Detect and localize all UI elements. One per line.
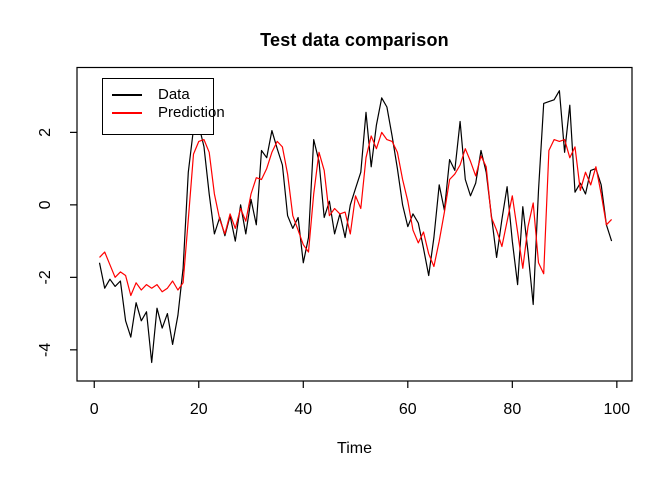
- chart-title: Test data comparison: [260, 30, 449, 50]
- x-axis-tick-label: 60: [399, 401, 417, 418]
- legend-line-sample-prediction: [112, 112, 142, 114]
- plot-border: [76, 66, 633, 382]
- x-axis-tick-label: 20: [190, 401, 208, 418]
- y-axis-tick-label: -2: [37, 270, 54, 284]
- x-axis-tick-label: 40: [294, 401, 312, 418]
- legend-label-prediction: Prediction: [158, 104, 225, 121]
- y-axis-tick-label: -4: [37, 343, 54, 357]
- legend-line-sample-data: [112, 94, 142, 96]
- x-axis-tick-label: 100: [603, 401, 630, 418]
- legend-entry-prediction: Prediction: [112, 105, 225, 121]
- y-axis-tick-label: 0: [37, 200, 54, 209]
- x-axis-tick-label: 0: [90, 401, 99, 418]
- legend-box: Data Prediction: [102, 78, 225, 135]
- legend-entry-data: Data: [112, 87, 190, 103]
- x-axis-label: Time: [337, 440, 372, 457]
- legend-label-data: Data: [158, 86, 190, 103]
- y-axis-tick-label: 2: [37, 128, 54, 137]
- series-line-prediction: [99, 131, 613, 297]
- x-axis-tick-label: 80: [503, 401, 521, 418]
